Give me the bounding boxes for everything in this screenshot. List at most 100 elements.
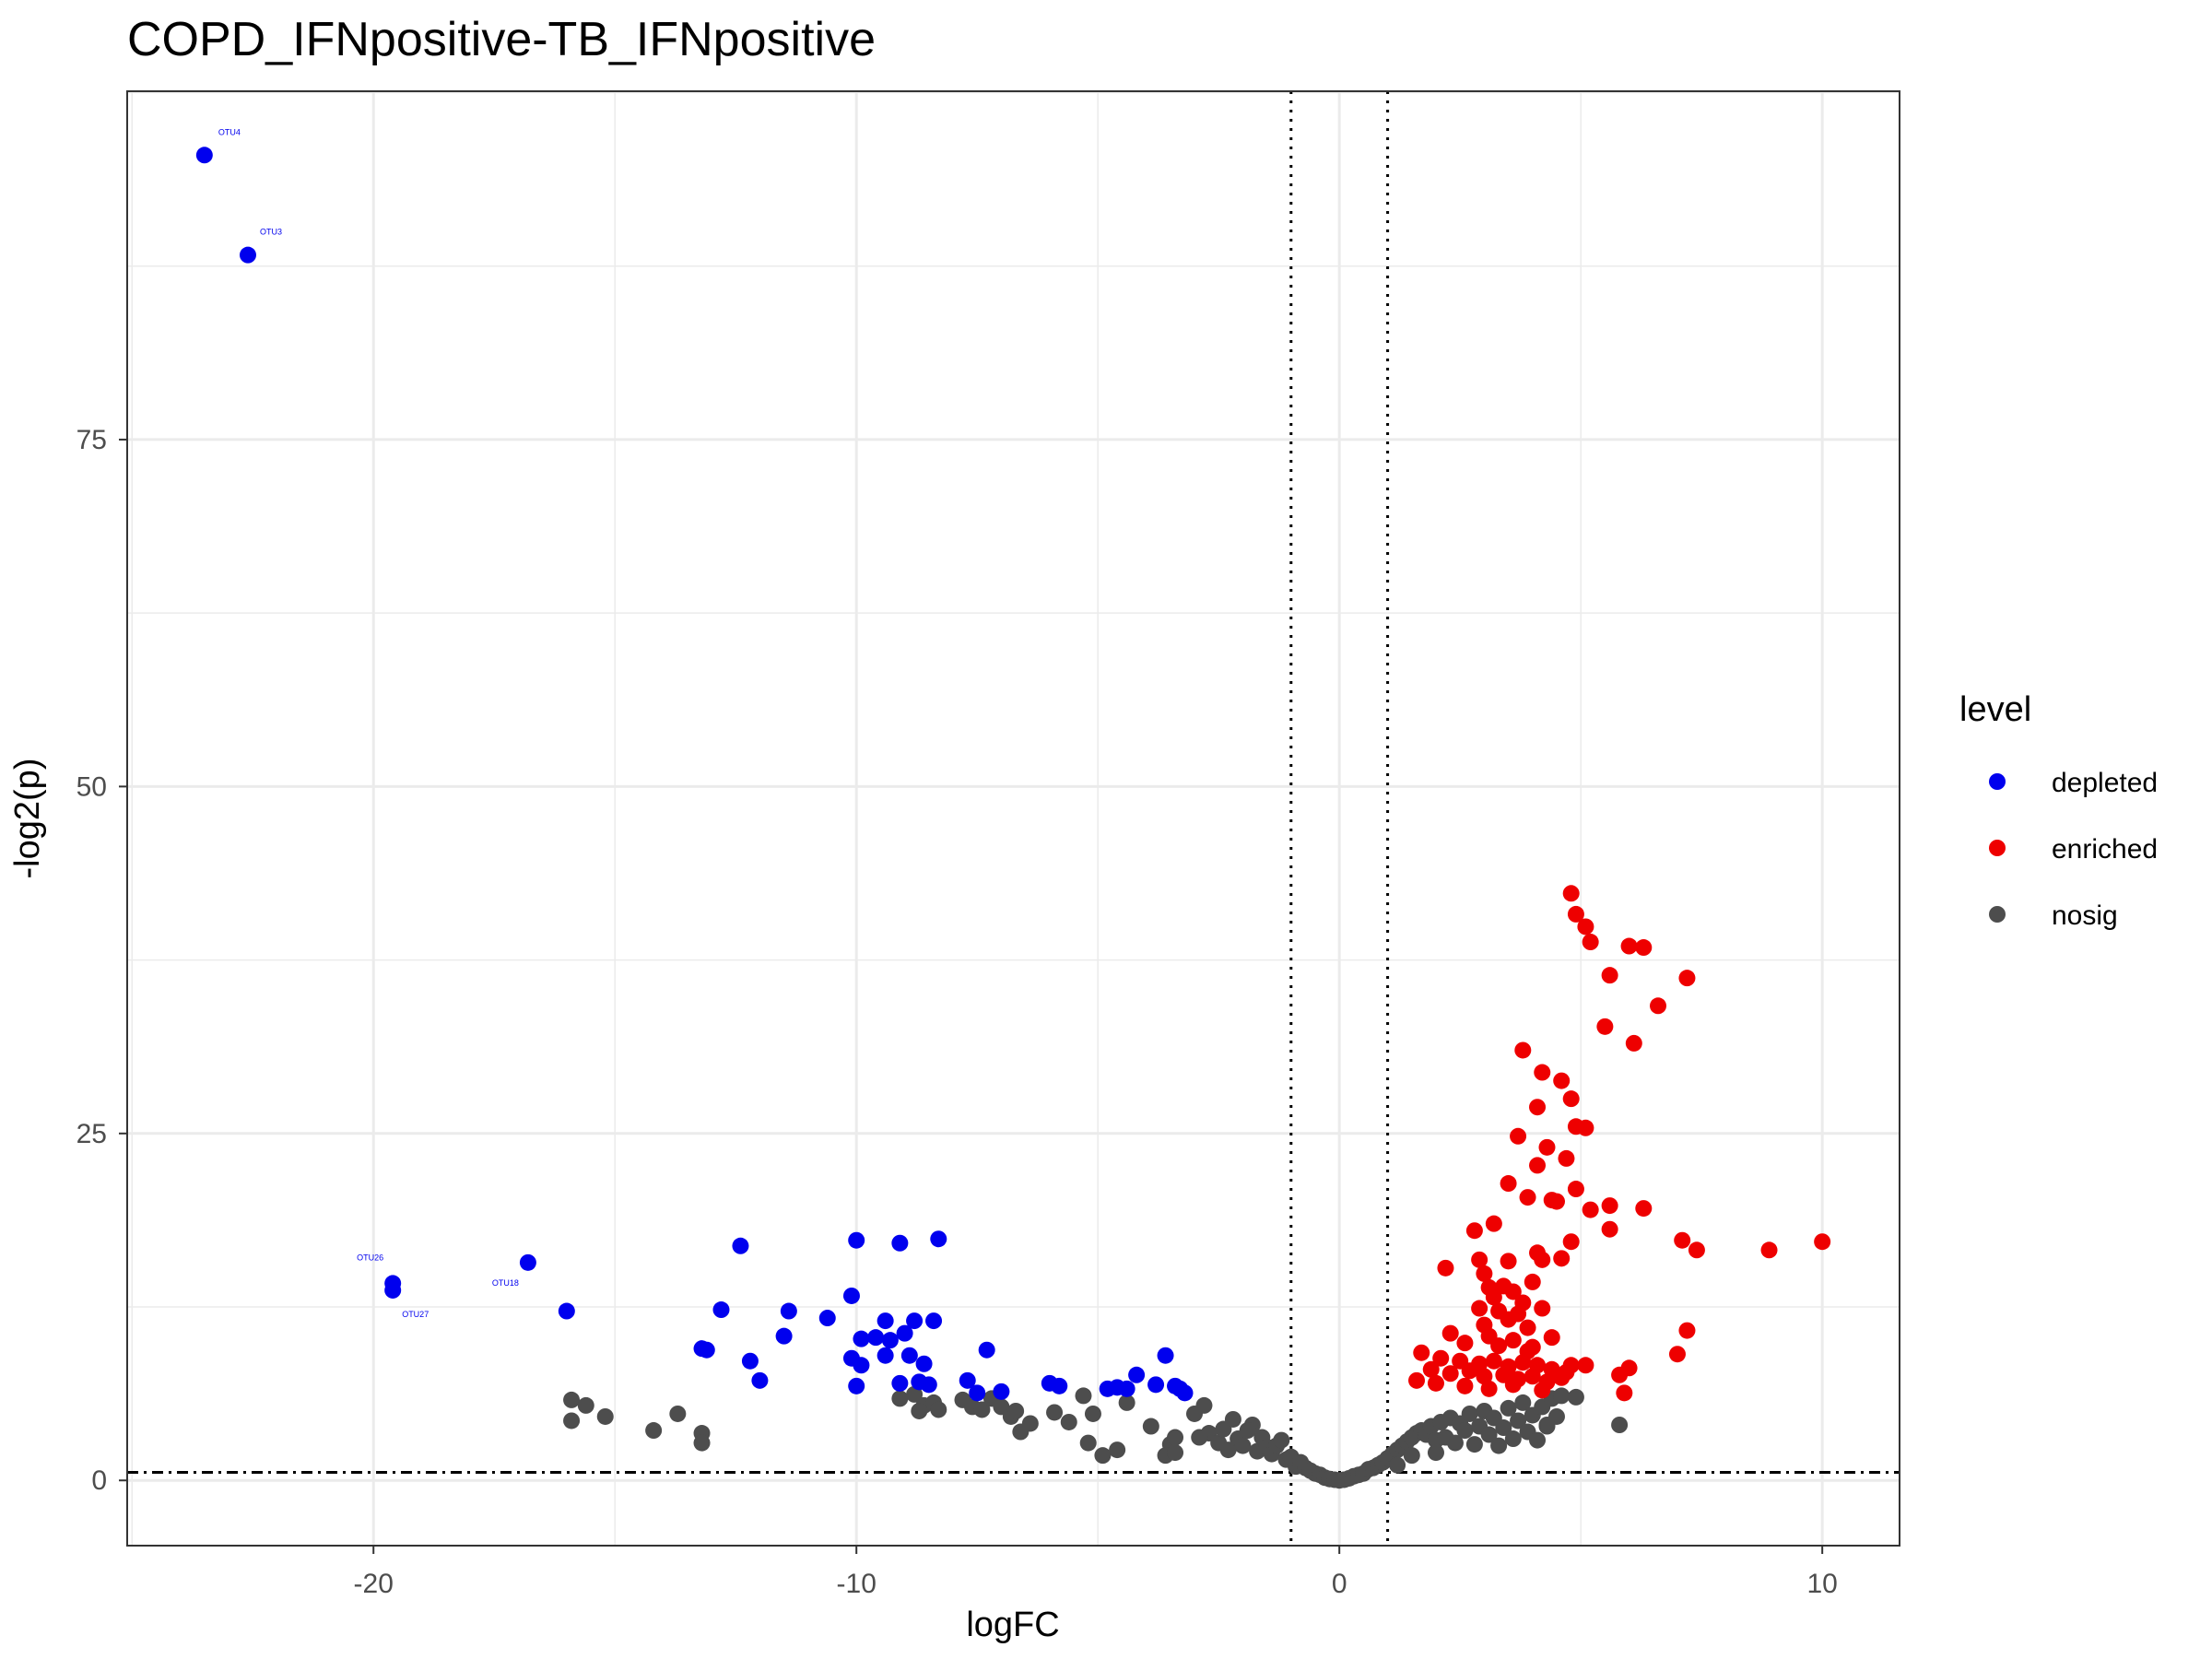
data-point-depleted <box>853 1330 870 1347</box>
data-point-depleted <box>1128 1366 1146 1383</box>
data-point-nosig <box>1567 1388 1584 1406</box>
point-label: OTU27 <box>402 1310 429 1319</box>
data-point-enriched <box>1480 1380 1498 1397</box>
data-point-enriched <box>1529 1157 1547 1174</box>
data-point-nosig <box>1191 1429 1208 1446</box>
data-point-enriched <box>1441 1365 1459 1382</box>
data-point-enriched <box>1529 1099 1547 1116</box>
data-point-nosig <box>1427 1444 1444 1462</box>
data-point-nosig <box>1224 1410 1241 1428</box>
grid-lines <box>127 91 1900 1546</box>
data-point-depleted <box>877 1347 894 1364</box>
y-tick-label: 50 <box>76 771 107 802</box>
data-point-enriched <box>1577 1357 1594 1374</box>
data-point-depleted <box>920 1376 937 1394</box>
data-point-depleted <box>1118 1380 1135 1397</box>
legend-key-depleted <box>1989 773 2006 790</box>
data-point-nosig <box>577 1396 594 1414</box>
data-point-nosig <box>1465 1436 1483 1453</box>
data-point-nosig <box>1446 1434 1464 1452</box>
legend-title: level <box>1959 690 2031 729</box>
point-labels: OTU4 OTU3 OTU26 OTU27 OTU18 <box>218 127 519 1319</box>
data-point-enriched <box>1674 1231 1691 1249</box>
chart-title: COPD_IFNpositive-TB_IFNpositive <box>127 13 876 66</box>
data-point-depleted <box>732 1237 749 1254</box>
data-point-enriched <box>1485 1215 1502 1232</box>
data-point-nosig <box>563 1412 581 1430</box>
data-point-enriched <box>1562 885 1580 902</box>
data-point-enriched <box>1562 1233 1580 1251</box>
data-point-nosig <box>563 1391 581 1408</box>
data-point-nosig <box>1239 1422 1256 1440</box>
data-point-enriched <box>1408 1371 1426 1389</box>
data-point-enriched <box>1582 1201 1599 1218</box>
data-point-nosig <box>930 1401 947 1418</box>
data-point-enriched <box>1524 1368 1541 1385</box>
y-axis-title: -log2(p) <box>8 759 47 879</box>
data-point-nosig <box>1514 1394 1532 1411</box>
data-point-enriched <box>1635 1200 1653 1218</box>
data-point-enriched <box>1601 967 1618 984</box>
data-point-depleted <box>848 1231 865 1249</box>
data-point-enriched <box>1558 1363 1575 1381</box>
data-point-depleted <box>1157 1347 1174 1364</box>
data-point-enriched <box>1471 1300 1488 1317</box>
point-label: OTU26 <box>357 1253 383 1262</box>
data-point-enriched <box>1534 1064 1551 1081</box>
data-point-enriched <box>1620 937 1638 955</box>
data-point-depleted <box>891 1374 909 1392</box>
x-axis-ticks: -20 -10 0 10 <box>354 1546 1838 1599</box>
data-point-enriched <box>1611 1366 1629 1383</box>
data-point-depleted <box>780 1302 797 1320</box>
legend: level depleted enriched nosig <box>1959 690 2158 931</box>
data-point-enriched <box>1534 1382 1551 1399</box>
data-point-nosig <box>1075 1387 1092 1405</box>
data-point-depleted <box>969 1384 986 1402</box>
y-tick-label: 0 <box>91 1465 107 1496</box>
x-tick-label: -20 <box>354 1569 394 1599</box>
legend-label-enriched: enriched <box>2052 834 2158 865</box>
point-label: OTU3 <box>260 228 282 237</box>
data-point-enriched <box>1534 1300 1551 1317</box>
data-point-enriched <box>1577 918 1594 935</box>
data-point-nosig <box>1167 1444 1184 1462</box>
data-point-enriched <box>1476 1368 1493 1385</box>
data-point-depleted <box>751 1371 769 1389</box>
data-point-enriched <box>1814 1233 1831 1251</box>
data-point-enriched <box>1471 1251 1488 1268</box>
data-point-enriched <box>1500 1175 1517 1193</box>
data-point-enriched <box>1625 1034 1642 1052</box>
legend-key-enriched <box>1989 840 2006 856</box>
data-point-depleted <box>519 1253 536 1271</box>
data-point-enriched <box>1553 1250 1571 1267</box>
data-point-depleted <box>775 1327 793 1345</box>
plot-panel: OTU4 OTU3 OTU26 OTU27 OTU18 <box>126 90 1900 1547</box>
data-point-nosig <box>1109 1441 1126 1459</box>
data-point-enriched <box>1534 1251 1551 1268</box>
data-point-depleted <box>881 1332 899 1349</box>
data-point-depleted <box>558 1302 575 1320</box>
data-point-enriched <box>1456 1335 1474 1352</box>
data-point-enriched <box>1476 1265 1493 1282</box>
data-point-enriched <box>1577 1119 1594 1136</box>
data-point-enriched <box>1668 1346 1686 1363</box>
data-point-enriched <box>1422 1360 1440 1378</box>
data-point-nosig <box>1403 1447 1420 1465</box>
y-tick-label: 25 <box>76 1119 107 1149</box>
data-point-nosig <box>1456 1422 1474 1440</box>
data-point-enriched <box>1519 1189 1536 1206</box>
data-point-nosig <box>1142 1418 1159 1435</box>
legend-label-nosig: nosig <box>2052 900 2118 931</box>
data-point-enriched <box>1567 1181 1584 1198</box>
data-point-depleted <box>925 1312 943 1330</box>
data-point-enriched <box>1635 939 1653 957</box>
data-point-depleted <box>384 1281 402 1299</box>
data-point-nosig <box>1021 1415 1039 1432</box>
data-point-nosig <box>973 1401 991 1418</box>
data-point-nosig <box>891 1390 909 1407</box>
data-point-enriched <box>1504 1376 1522 1394</box>
data-point-enriched <box>1562 1090 1580 1108</box>
data-point-nosig <box>1538 1417 1556 1434</box>
x-tick-label: -10 <box>837 1569 877 1599</box>
